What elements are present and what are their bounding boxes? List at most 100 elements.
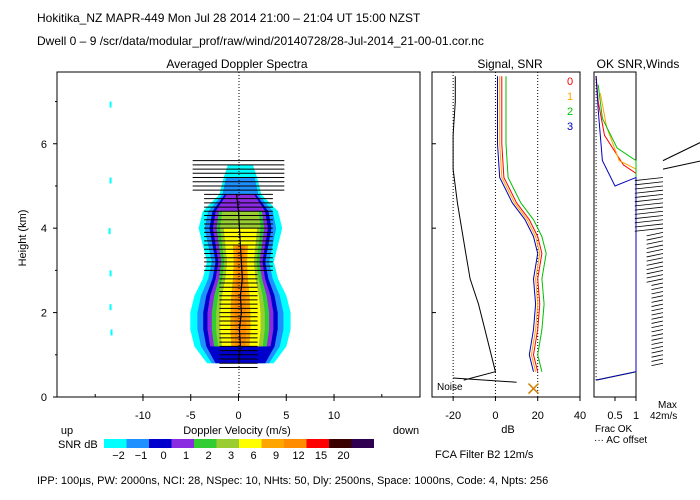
beam-legend-2: 2: [567, 106, 573, 118]
wind-barb: [646, 253, 664, 258]
signal-x-tick-label: -20: [445, 410, 461, 422]
max-label: Max: [658, 400, 677, 411]
beam-legend-3: 3: [567, 121, 573, 133]
wind-barb: [651, 354, 664, 358]
height-axis-label: Height (km): [17, 210, 29, 267]
noise-label: Noise: [437, 382, 463, 393]
y-tick-label: 4: [41, 223, 47, 235]
x-tick-label: 0: [235, 410, 241, 422]
wind-barb: [634, 189, 664, 194]
colorbar-swatch: [216, 439, 239, 448]
colorbar-tick-label: 1: [183, 450, 189, 462]
colorbar-tick-label: 15: [315, 450, 327, 462]
wind-barb: [651, 286, 664, 291]
signal-snr-lines: -20 0 20 40 0 1 2 3: [432, 72, 586, 422]
wind-barb: [651, 299, 664, 303]
signal-x-tick-label: 20: [532, 410, 544, 422]
ok-beam-2: [595, 84, 637, 381]
ok-beam-1: [595, 93, 637, 381]
colorbar-tick-label: 2: [205, 450, 211, 462]
colorbar-tick-label: 6: [250, 450, 256, 462]
spectra-title: Averaged Doppler Spectra: [166, 57, 308, 71]
beam-legend-0: 0: [567, 76, 573, 88]
wind-barb: [662, 160, 700, 170]
frac-ok-label: Frac OK: [595, 424, 633, 435]
max-value: 42m/s: [650, 411, 677, 422]
wind-barb: [646, 240, 664, 245]
wind-barb: [634, 181, 664, 186]
ok-x-tick-label: 0.5: [607, 410, 622, 422]
wind-barb: [634, 219, 664, 224]
colorbar-swatch: [171, 439, 194, 448]
wind-barb: [646, 278, 664, 283]
spectra-axes: -10 -5 0 5 10 0 2 4 6: [41, 101, 383, 422]
x-tick-label: 10: [328, 410, 340, 422]
y-tick-label: 0: [41, 392, 47, 404]
snr-colorbar: −2 −1 0 1 2 3 6 9 12 15 20: [104, 439, 374, 462]
colorbar-swatch: [351, 439, 374, 448]
spectra-speckle: [109, 270, 112, 277]
y-tick-label: 2: [41, 308, 47, 320]
colorbar-swatch: [104, 439, 127, 448]
spectra-heatmap: [108, 101, 291, 368]
wind-barb: [651, 329, 664, 333]
ok-frame: [593, 71, 637, 398]
wind-barb: [646, 269, 664, 275]
wind-barb: [651, 333, 664, 337]
wind-barb: [634, 202, 664, 207]
spectra-xlabel: Doppler Velocity (m/s): [183, 425, 291, 437]
noise-marker: [527, 383, 540, 395]
wind-barb: [634, 215, 664, 219]
colorbar-tick-label: 3: [228, 450, 234, 462]
colorbar-swatch: [306, 439, 329, 448]
wind-barb: [634, 198, 664, 203]
wind-barb: [634, 223, 664, 228]
wind-barb: [634, 227, 664, 232]
signal-series-0: [501, 76, 543, 372]
ok-x-tick-label: 1: [633, 410, 639, 422]
ok-title: OK SNR,Winds: [597, 57, 680, 71]
x-tick-label: 5: [283, 410, 289, 422]
footer-params: IPP: 100µs, PW: 2000ns, NCI: 28, NSpec: …: [37, 475, 549, 487]
wind-barb: [646, 261, 664, 266]
signal-x-tick-label: 0: [492, 410, 498, 422]
ok-snr-winds: 0.5 1: [595, 76, 639, 422]
signal-title: Signal, SNR: [477, 57, 543, 71]
wind-barb: [634, 185, 664, 190]
x-tick-label: -10: [135, 410, 151, 422]
ac-offset-label: ··· AC offset: [594, 435, 647, 446]
colorbar-tick-label: 12: [292, 450, 304, 462]
wind-barb: [646, 265, 664, 270]
signal-series-1: [499, 76, 541, 372]
beam-legend-1: 1: [567, 91, 573, 103]
wind-barb: [651, 341, 664, 345]
colorbar-swatch: [261, 439, 284, 448]
signal-x-tick-label: 40: [574, 410, 586, 422]
wind-barb: [634, 206, 664, 211]
spectra-speckle: [109, 101, 112, 108]
wind-barb: [646, 274, 664, 279]
colorbar-tick-label: −1: [135, 450, 148, 462]
colorbar-swatch: [126, 439, 149, 448]
wind-barb: [651, 307, 664, 312]
spectra-speckle: [109, 304, 112, 311]
colorbar-swatch: [239, 439, 262, 448]
wind-barb: [646, 244, 664, 249]
wind-barb: [634, 177, 664, 181]
wind-barb: [651, 291, 664, 295]
ok-beam-0: [595, 76, 637, 381]
wind-barb: [651, 295, 664, 299]
wind-barb: [646, 231, 664, 237]
colorbar-tick-label: 20: [337, 450, 349, 462]
wind-barb: [651, 282, 664, 286]
wind-barb: [651, 303, 664, 307]
down-label: down: [393, 425, 419, 437]
colorbar-tick-label: −2: [112, 450, 125, 462]
snr-db-label: SNR dB: [58, 439, 98, 451]
wind-barb: [651, 345, 664, 350]
signal-series-signal: [452, 76, 497, 381]
spectra-speckle: [110, 329, 113, 336]
noise-line: [453, 377, 517, 383]
header-line-1: Hokitika_NZ MAPR-449 Mon Jul 28 2014 21:…: [37, 11, 421, 25]
